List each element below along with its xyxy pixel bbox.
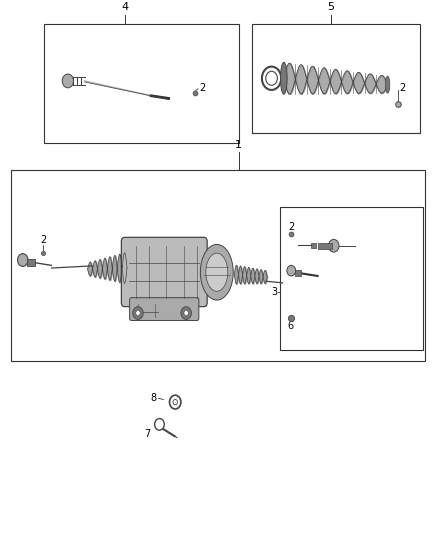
Ellipse shape <box>385 76 390 93</box>
FancyBboxPatch shape <box>121 237 207 306</box>
Bar <box>27 259 35 266</box>
Circle shape <box>133 306 143 319</box>
Circle shape <box>287 265 296 276</box>
Circle shape <box>18 254 28 266</box>
Ellipse shape <box>206 253 228 292</box>
Text: 2: 2 <box>399 83 406 93</box>
Text: 2: 2 <box>288 222 294 232</box>
Ellipse shape <box>280 62 287 94</box>
Circle shape <box>181 306 191 319</box>
Bar <box>311 243 316 248</box>
Text: 3: 3 <box>271 287 277 297</box>
Text: 2: 2 <box>199 83 205 93</box>
Text: 6: 6 <box>288 321 294 332</box>
Text: 8: 8 <box>151 393 157 403</box>
Circle shape <box>62 74 74 88</box>
Bar <box>318 243 332 249</box>
Circle shape <box>184 310 188 316</box>
Bar <box>252 24 420 133</box>
Circle shape <box>136 310 140 316</box>
Bar <box>44 24 239 143</box>
Text: 4: 4 <box>121 2 128 12</box>
Circle shape <box>328 239 339 252</box>
Bar <box>11 170 425 361</box>
Text: 2: 2 <box>40 235 46 245</box>
FancyBboxPatch shape <box>130 298 199 320</box>
Text: 1: 1 <box>235 140 242 150</box>
Bar <box>295 270 301 277</box>
Ellipse shape <box>200 245 233 300</box>
Bar <box>280 207 423 350</box>
Text: 7: 7 <box>144 429 150 439</box>
Text: 5: 5 <box>327 2 334 12</box>
